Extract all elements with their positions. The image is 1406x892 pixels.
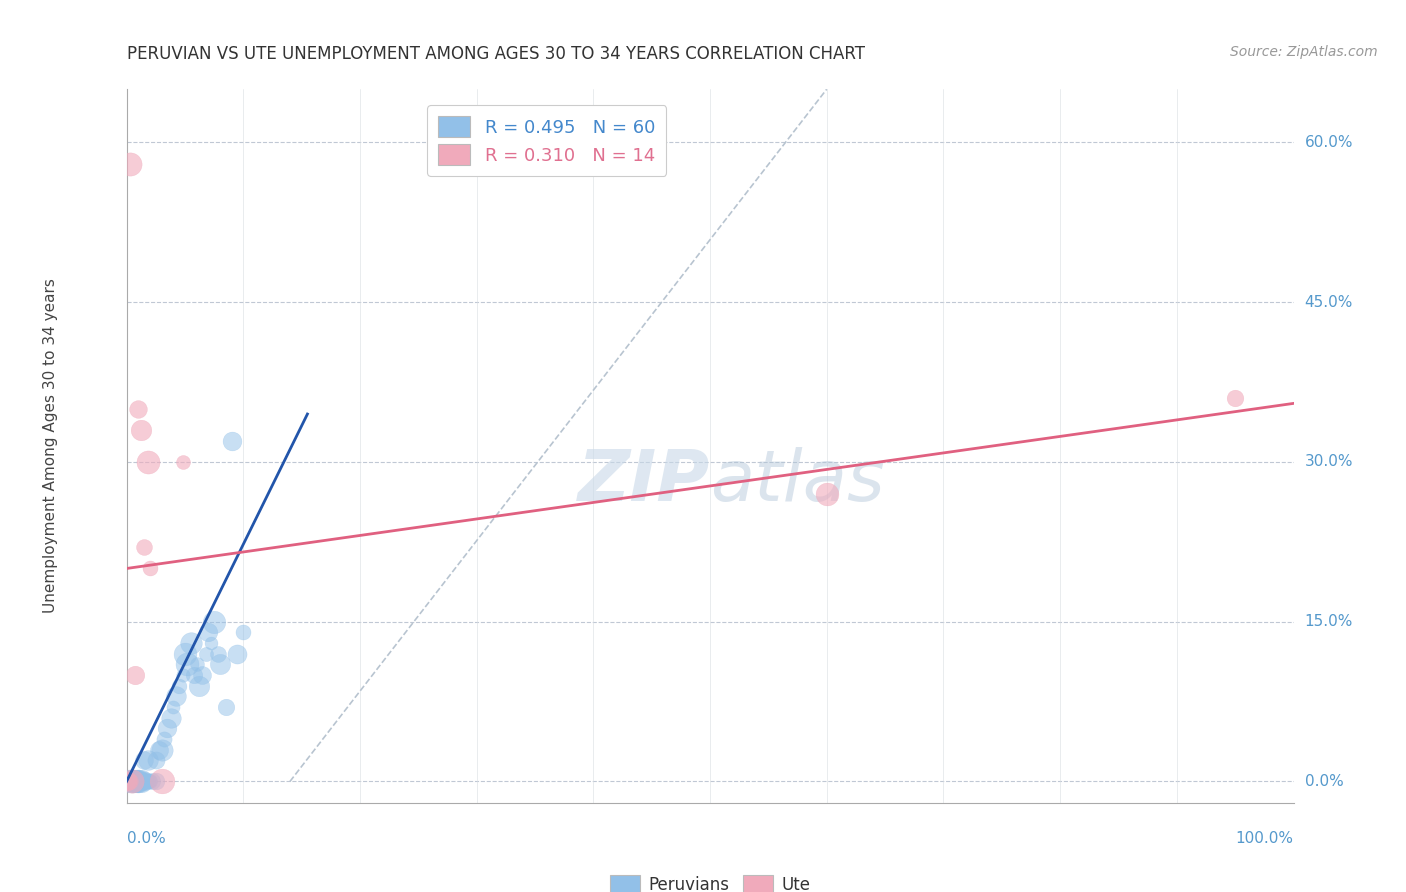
Point xyxy=(127,774,149,789)
Point xyxy=(134,774,156,789)
Point xyxy=(180,636,202,650)
Text: 100.0%: 100.0% xyxy=(1236,830,1294,846)
Point xyxy=(172,668,194,682)
Point xyxy=(815,487,838,501)
Point xyxy=(132,753,155,767)
Point xyxy=(124,774,146,789)
Text: atlas: atlas xyxy=(710,447,884,516)
Point xyxy=(162,700,184,714)
Point xyxy=(121,774,143,789)
Point xyxy=(122,774,145,789)
Point xyxy=(118,774,141,789)
Text: Source: ZipAtlas.com: Source: ZipAtlas.com xyxy=(1230,45,1378,59)
Point xyxy=(165,690,187,704)
Point xyxy=(124,774,146,789)
Point xyxy=(226,647,249,661)
Point xyxy=(232,625,254,640)
Point xyxy=(150,774,173,789)
Point xyxy=(125,774,148,789)
Point xyxy=(132,774,155,789)
Text: 30.0%: 30.0% xyxy=(1305,455,1353,469)
Point xyxy=(174,647,197,661)
Point xyxy=(221,434,243,448)
Point xyxy=(207,647,229,661)
Point xyxy=(125,774,148,789)
Point xyxy=(131,774,153,789)
Point xyxy=(122,774,145,789)
Point xyxy=(191,668,214,682)
Point xyxy=(148,742,170,756)
Point xyxy=(127,774,149,789)
Point xyxy=(136,753,159,767)
Point xyxy=(145,753,167,767)
Point xyxy=(186,657,208,672)
Point xyxy=(215,700,238,714)
Point xyxy=(160,710,183,724)
Point xyxy=(139,774,162,789)
Point xyxy=(153,731,176,746)
Text: 0.0%: 0.0% xyxy=(127,830,166,846)
Point xyxy=(118,157,141,171)
Point xyxy=(156,721,179,735)
Point xyxy=(118,774,141,789)
Point xyxy=(129,774,152,789)
Point xyxy=(139,561,162,575)
Point xyxy=(127,774,149,789)
Point xyxy=(129,774,152,789)
Point xyxy=(145,774,167,789)
Point xyxy=(115,774,138,789)
Point xyxy=(128,774,150,789)
Point xyxy=(121,774,143,789)
Point xyxy=(121,774,143,789)
Point xyxy=(136,455,159,469)
Point xyxy=(115,774,138,789)
Point xyxy=(132,774,155,789)
Text: 15.0%: 15.0% xyxy=(1305,615,1353,629)
Point xyxy=(139,774,162,789)
Point xyxy=(129,423,152,437)
Point xyxy=(183,668,205,682)
Legend: Peruvians, Ute: Peruvians, Ute xyxy=(603,868,817,892)
Text: ZIP: ZIP xyxy=(578,447,710,516)
Point xyxy=(124,668,146,682)
Point xyxy=(150,742,173,756)
Point xyxy=(125,774,148,789)
Point xyxy=(121,774,143,789)
Point xyxy=(118,774,141,789)
Point xyxy=(127,401,149,416)
Point xyxy=(120,774,142,789)
Point xyxy=(197,625,219,640)
Point xyxy=(187,679,209,693)
Text: PERUVIAN VS UTE UNEMPLOYMENT AMONG AGES 30 TO 34 YEARS CORRELATION CHART: PERUVIAN VS UTE UNEMPLOYMENT AMONG AGES … xyxy=(127,45,865,62)
Point xyxy=(124,774,146,789)
Text: 0.0%: 0.0% xyxy=(1305,774,1343,789)
Point xyxy=(208,657,231,672)
Point xyxy=(136,774,159,789)
Text: 60.0%: 60.0% xyxy=(1305,135,1353,150)
Point xyxy=(132,774,155,789)
Point xyxy=(172,455,194,469)
Point xyxy=(167,679,190,693)
Point xyxy=(176,657,198,672)
Point xyxy=(194,647,217,661)
Point xyxy=(200,636,222,650)
Point xyxy=(1223,391,1246,405)
Text: Unemployment Among Ages 30 to 34 years: Unemployment Among Ages 30 to 34 years xyxy=(42,278,58,614)
Point xyxy=(132,540,155,554)
Point xyxy=(141,774,163,789)
Text: 45.0%: 45.0% xyxy=(1305,294,1353,310)
Point xyxy=(202,615,225,629)
